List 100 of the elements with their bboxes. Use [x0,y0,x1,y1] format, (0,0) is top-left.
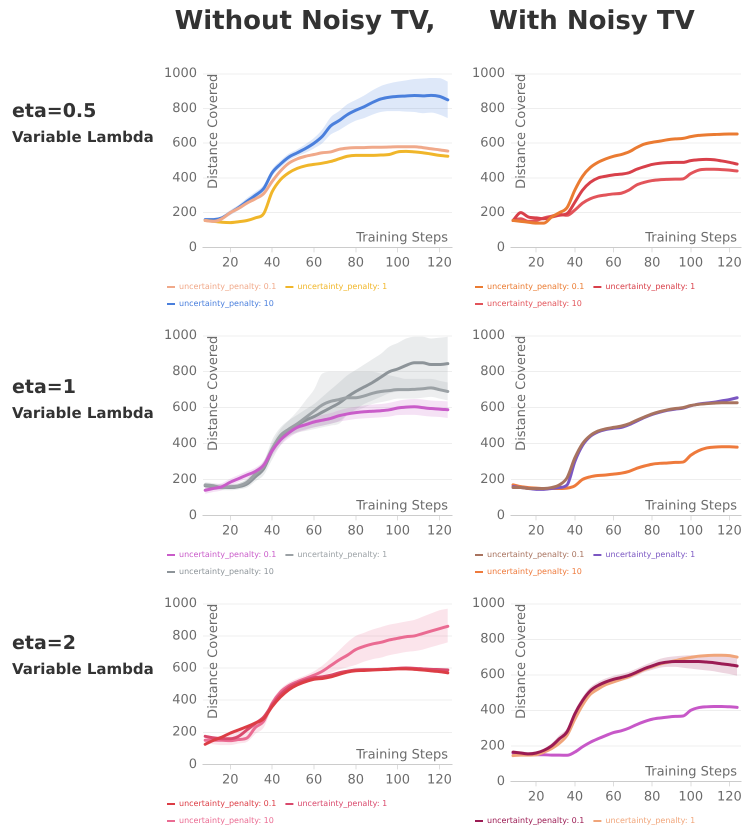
text: eta=2 [12,632,77,654]
x-tick-label: 120 [716,256,742,271]
x-tick-label: 120 [716,524,742,539]
legend-label: uncertainty_penalty: 10 [487,567,582,576]
x-tick-label: 20 [222,524,239,539]
y-axis-title: Distance Covered [206,74,221,189]
x-tick-label: 80 [348,256,364,271]
legend-label: uncertainty_penalty: 1 [297,799,388,808]
legend-label: uncertainty_penalty: 1 [605,816,696,826]
x-tick-label: 20 [528,790,544,805]
x-tick-label: 20 [528,524,544,539]
legend-label: uncertainty_penalty: 0.1 [487,282,584,292]
legend-label: uncertainty_penalty: 1 [297,550,388,560]
y-tick-label: 400 [480,702,506,718]
y-tick-label: 0 [496,774,506,789]
x-tick-label: 20 [222,256,239,271]
x-tick-label: 40 [264,772,280,788]
y-axis-title: Distance Covered [206,604,221,719]
y-tick-label: 600 [480,136,506,151]
x-tick-label: 80 [348,772,364,788]
x-tick-label: 120 [427,524,452,539]
chart-title: With Noisy TV [488,6,696,36]
x-tick-label: 40 [566,256,584,271]
y-tick-label: 0 [188,756,198,772]
x-tick-label: 100 [385,256,410,271]
y-tick-label: 400 [172,692,198,708]
x-tick-label: 120 [427,772,452,788]
text: eta=0.5 [12,100,98,122]
x-tick-label: 100 [385,524,410,539]
x-axis-title: Training Steps [355,498,448,514]
y-axis-title: Distance Covered [514,604,529,719]
y-tick-label: 600 [172,136,198,151]
y-tick-label: 1000 [164,596,198,612]
x-tick-label: 120 [716,790,742,805]
legend-label: uncertainty_penalty: 1 [605,282,696,292]
y-tick-label: 200 [172,724,198,740]
x-tick-label: 80 [644,524,660,539]
y-tick-label: 200 [172,205,198,220]
x-tick-label: 60 [605,524,622,539]
y-tick-label: 800 [480,364,506,380]
legend-label: uncertainty_penalty: 0.1 [179,550,276,560]
legend-label: uncertainty_penalty: 0.1 [179,282,276,292]
x-axis-title: Training Steps [644,230,738,246]
text: Variable Lambda [12,404,155,422]
legend-label: uncertainty_penalty: 0.1 [179,799,276,808]
y-tick-label: 400 [480,170,506,186]
text: eta=1 [12,376,77,398]
x-tick-label: 60 [605,256,622,271]
legend-label: uncertainty_penalty: 1 [297,282,388,292]
y-tick-label: 0 [496,508,506,523]
x-tick-label: 20 [222,772,239,788]
y-tick-label: 0 [496,240,506,255]
y-tick-label: 1000 [472,66,506,82]
y-tick-label: 0 [188,508,198,523]
y-tick-label: 1000 [472,328,506,344]
y-tick-label: 200 [480,472,506,487]
y-tick-label: 400 [480,436,506,451]
y-tick-label: 600 [480,667,506,682]
y-axis-title: Distance Covered [206,336,221,451]
y-tick-label: 200 [480,738,506,754]
x-tick-label: 80 [348,524,364,539]
x-tick-label: 40 [566,524,584,539]
x-tick-label: 100 [385,772,410,788]
y-tick-label: 400 [172,170,198,186]
y-tick-label: 800 [172,628,198,644]
x-axis-title: Training Steps [644,498,738,514]
y-tick-label: 600 [480,400,506,416]
y-tick-label: 1000 [164,66,198,82]
x-tick-label: 120 [427,256,452,271]
y-tick-label: 800 [172,364,198,380]
x-tick-label: 100 [678,790,704,805]
y-tick-label: 1000 [164,328,198,344]
y-tick-label: 800 [172,100,198,116]
x-tick-label: 60 [605,790,622,805]
y-tick-label: 800 [480,632,506,647]
x-tick-label: 40 [566,790,584,805]
y-tick-label: 0 [188,240,198,255]
x-tick-label: 40 [264,524,280,539]
x-tick-label: 60 [306,256,322,271]
y-tick-label: 200 [172,472,198,487]
y-axis-title: Distance Covered [514,336,529,451]
x-axis-title: Training Steps [355,747,448,762]
x-axis-title: Training Steps [355,230,448,246]
text: Variable Lambda [12,660,155,678]
x-tick-label: 80 [644,256,660,271]
legend-label: uncertainty_penalty: 0.1 [487,550,584,560]
y-tick-label: 800 [480,100,506,116]
x-tick-label: 60 [306,524,322,539]
x-tick-label: 100 [678,256,704,271]
y-tick-label: 600 [172,660,198,676]
y-tick-label: 600 [172,400,198,416]
legend-label: uncertainty_penalty: 10 [487,299,582,308]
y-tick-label: 1000 [472,596,506,612]
legend-label: uncertainty_penalty: 10 [179,816,274,826]
x-axis-title: Training Steps [644,764,738,780]
legend-label: uncertainty_penalty: 10 [179,299,274,308]
text: Variable Lambda [12,128,155,146]
x-tick-label: 80 [644,790,660,805]
legend-label: uncertainty_penalty: 0.1 [487,816,584,826]
x-tick-label: 100 [678,524,704,539]
